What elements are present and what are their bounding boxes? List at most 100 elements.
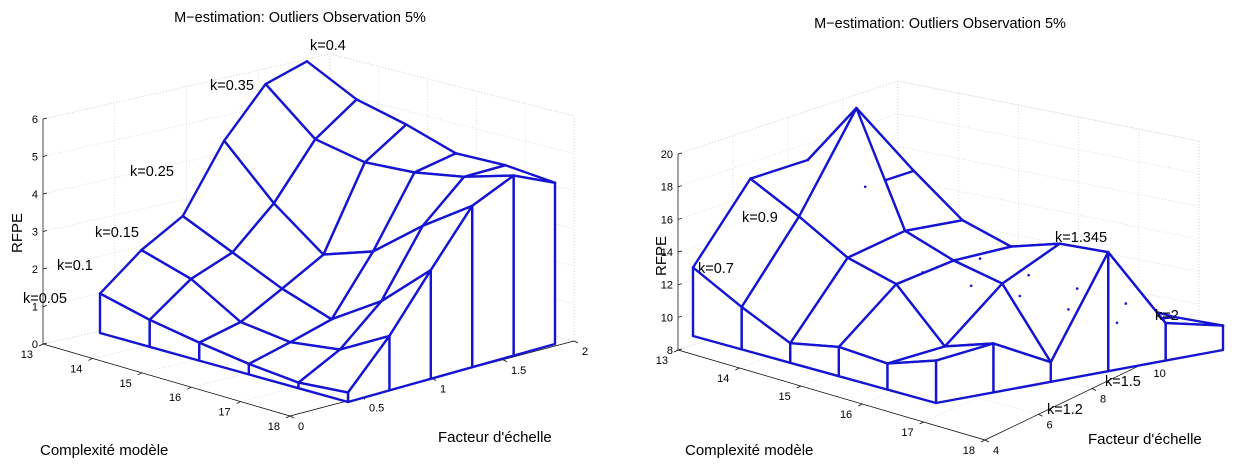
x-tick-mark xyxy=(38,343,44,347)
data-point xyxy=(181,214,185,218)
data-point xyxy=(978,257,982,260)
x-tick-label: 16 xyxy=(169,392,181,404)
data-point xyxy=(429,268,433,272)
chart-right-title: M−estimation: Outliers Observation 5% xyxy=(814,16,1066,32)
data-point xyxy=(239,320,242,324)
data-point xyxy=(371,250,375,253)
annotation-k-0-4: k=0.4 xyxy=(310,38,346,54)
x-tick-label: 14 xyxy=(717,373,729,385)
x-tick-mark xyxy=(137,372,142,376)
data-point xyxy=(788,341,792,345)
data-point xyxy=(921,271,924,274)
data-point xyxy=(1173,315,1176,319)
data-point xyxy=(969,284,973,288)
chart-left-xlabel: Complexité modèle xyxy=(40,442,168,459)
chart-right: M−estimation: Outliers Observation 5% 13… xyxy=(653,16,1225,459)
y-tick-label: 10 xyxy=(1154,368,1166,380)
z-tick-mark xyxy=(677,250,683,253)
data-point xyxy=(404,123,408,126)
x-tick-label: 18 xyxy=(963,445,975,457)
data-point xyxy=(504,163,507,167)
y-tick-label: 6 xyxy=(1047,419,1053,431)
data-point xyxy=(470,204,474,208)
y-tick-label: 1 xyxy=(440,384,446,396)
z-tick-label: 10 xyxy=(661,312,673,324)
z-tick-label: 8 xyxy=(667,345,673,357)
data-point xyxy=(691,266,695,269)
z-tick-label: 6 xyxy=(32,114,38,126)
annotation-k-1-345: k=1.345 xyxy=(1055,230,1107,246)
data-point xyxy=(222,139,226,142)
y-tick-label: 1.5 xyxy=(511,365,526,377)
annotation-k-0-7: k=0.7 xyxy=(698,261,734,277)
x-tick-mark xyxy=(88,358,93,361)
x-tick-mark xyxy=(735,367,740,371)
z-tick-mark xyxy=(42,192,48,195)
chart-left-zlabel: RFPE xyxy=(9,213,26,253)
x-tick-label: 18 xyxy=(268,421,280,433)
data-point xyxy=(961,218,964,222)
y-tick-label: 0 xyxy=(298,421,304,433)
grid-line-x xyxy=(191,315,477,388)
data-point xyxy=(1000,282,1004,285)
z-tick-mark xyxy=(42,230,48,232)
data-point xyxy=(846,256,849,260)
y-tick-mark xyxy=(289,415,295,419)
data-point xyxy=(863,185,867,189)
z-tick-label: 14 xyxy=(661,247,673,259)
data-point xyxy=(903,229,907,233)
data-point xyxy=(894,282,898,286)
x-tick-label: 17 xyxy=(901,427,913,439)
data-point xyxy=(421,224,424,228)
data-point xyxy=(1106,250,1110,254)
data-point xyxy=(313,137,317,141)
z-tick-label: 3 xyxy=(32,227,38,239)
x-tick-mark xyxy=(980,439,986,443)
x-tick-mark xyxy=(673,349,679,353)
annotation-k-0-35: k=0.35 xyxy=(210,78,254,94)
chart-right-xlabel: Complexité modèle xyxy=(685,442,813,459)
data-point xyxy=(1027,273,1030,277)
data-point xyxy=(740,305,743,309)
z-tick-label: 18 xyxy=(661,182,673,194)
data-point xyxy=(553,181,557,185)
annotation-k-0-9: k=0.9 xyxy=(742,210,778,226)
surface-skirt-side xyxy=(512,174,557,357)
data-point xyxy=(1058,242,1061,245)
z-tick-mark xyxy=(677,152,683,155)
z-tick-label: 2 xyxy=(32,264,38,276)
data-point xyxy=(512,174,515,177)
y-tick-label: 2 xyxy=(582,346,588,358)
annotation-k-0-15: k=0.15 xyxy=(95,225,139,241)
x-axis-line xyxy=(42,343,291,417)
data-point xyxy=(148,318,151,322)
grid-line-x xyxy=(240,328,526,402)
data-point xyxy=(797,215,801,218)
data-point xyxy=(1164,321,1167,325)
data-point xyxy=(379,300,383,303)
data-point xyxy=(462,175,466,179)
data-point xyxy=(280,287,284,291)
data-point xyxy=(189,277,193,281)
y-tick-label: 8 xyxy=(1100,394,1106,406)
x-tick-label: 15 xyxy=(779,391,791,403)
chart-right-zlabel: RFPE xyxy=(653,236,670,276)
z-tick-label: 5 xyxy=(32,152,38,164)
z-tick-mark xyxy=(42,117,48,120)
z-tick-label: 12 xyxy=(661,280,673,292)
grid-line-z xyxy=(42,53,575,120)
annotation-k-2: k=2 xyxy=(1155,308,1179,324)
surface-skirt-side xyxy=(471,174,515,369)
x-tick-label: 13 xyxy=(21,349,33,361)
chart-right-ylabel: Facteur d'échelle xyxy=(1088,431,1202,448)
x-tick-mark xyxy=(796,385,801,389)
data-point xyxy=(1018,294,1022,298)
data-point xyxy=(231,251,234,254)
z-tick-mark xyxy=(42,342,48,345)
data-point xyxy=(305,60,309,63)
x-tick-label: 16 xyxy=(840,409,852,421)
x-tick-mark xyxy=(858,403,863,407)
x-tick-label: 17 xyxy=(218,407,230,419)
x-tick-label: 13 xyxy=(656,355,668,367)
grid-line-x xyxy=(923,324,1139,423)
